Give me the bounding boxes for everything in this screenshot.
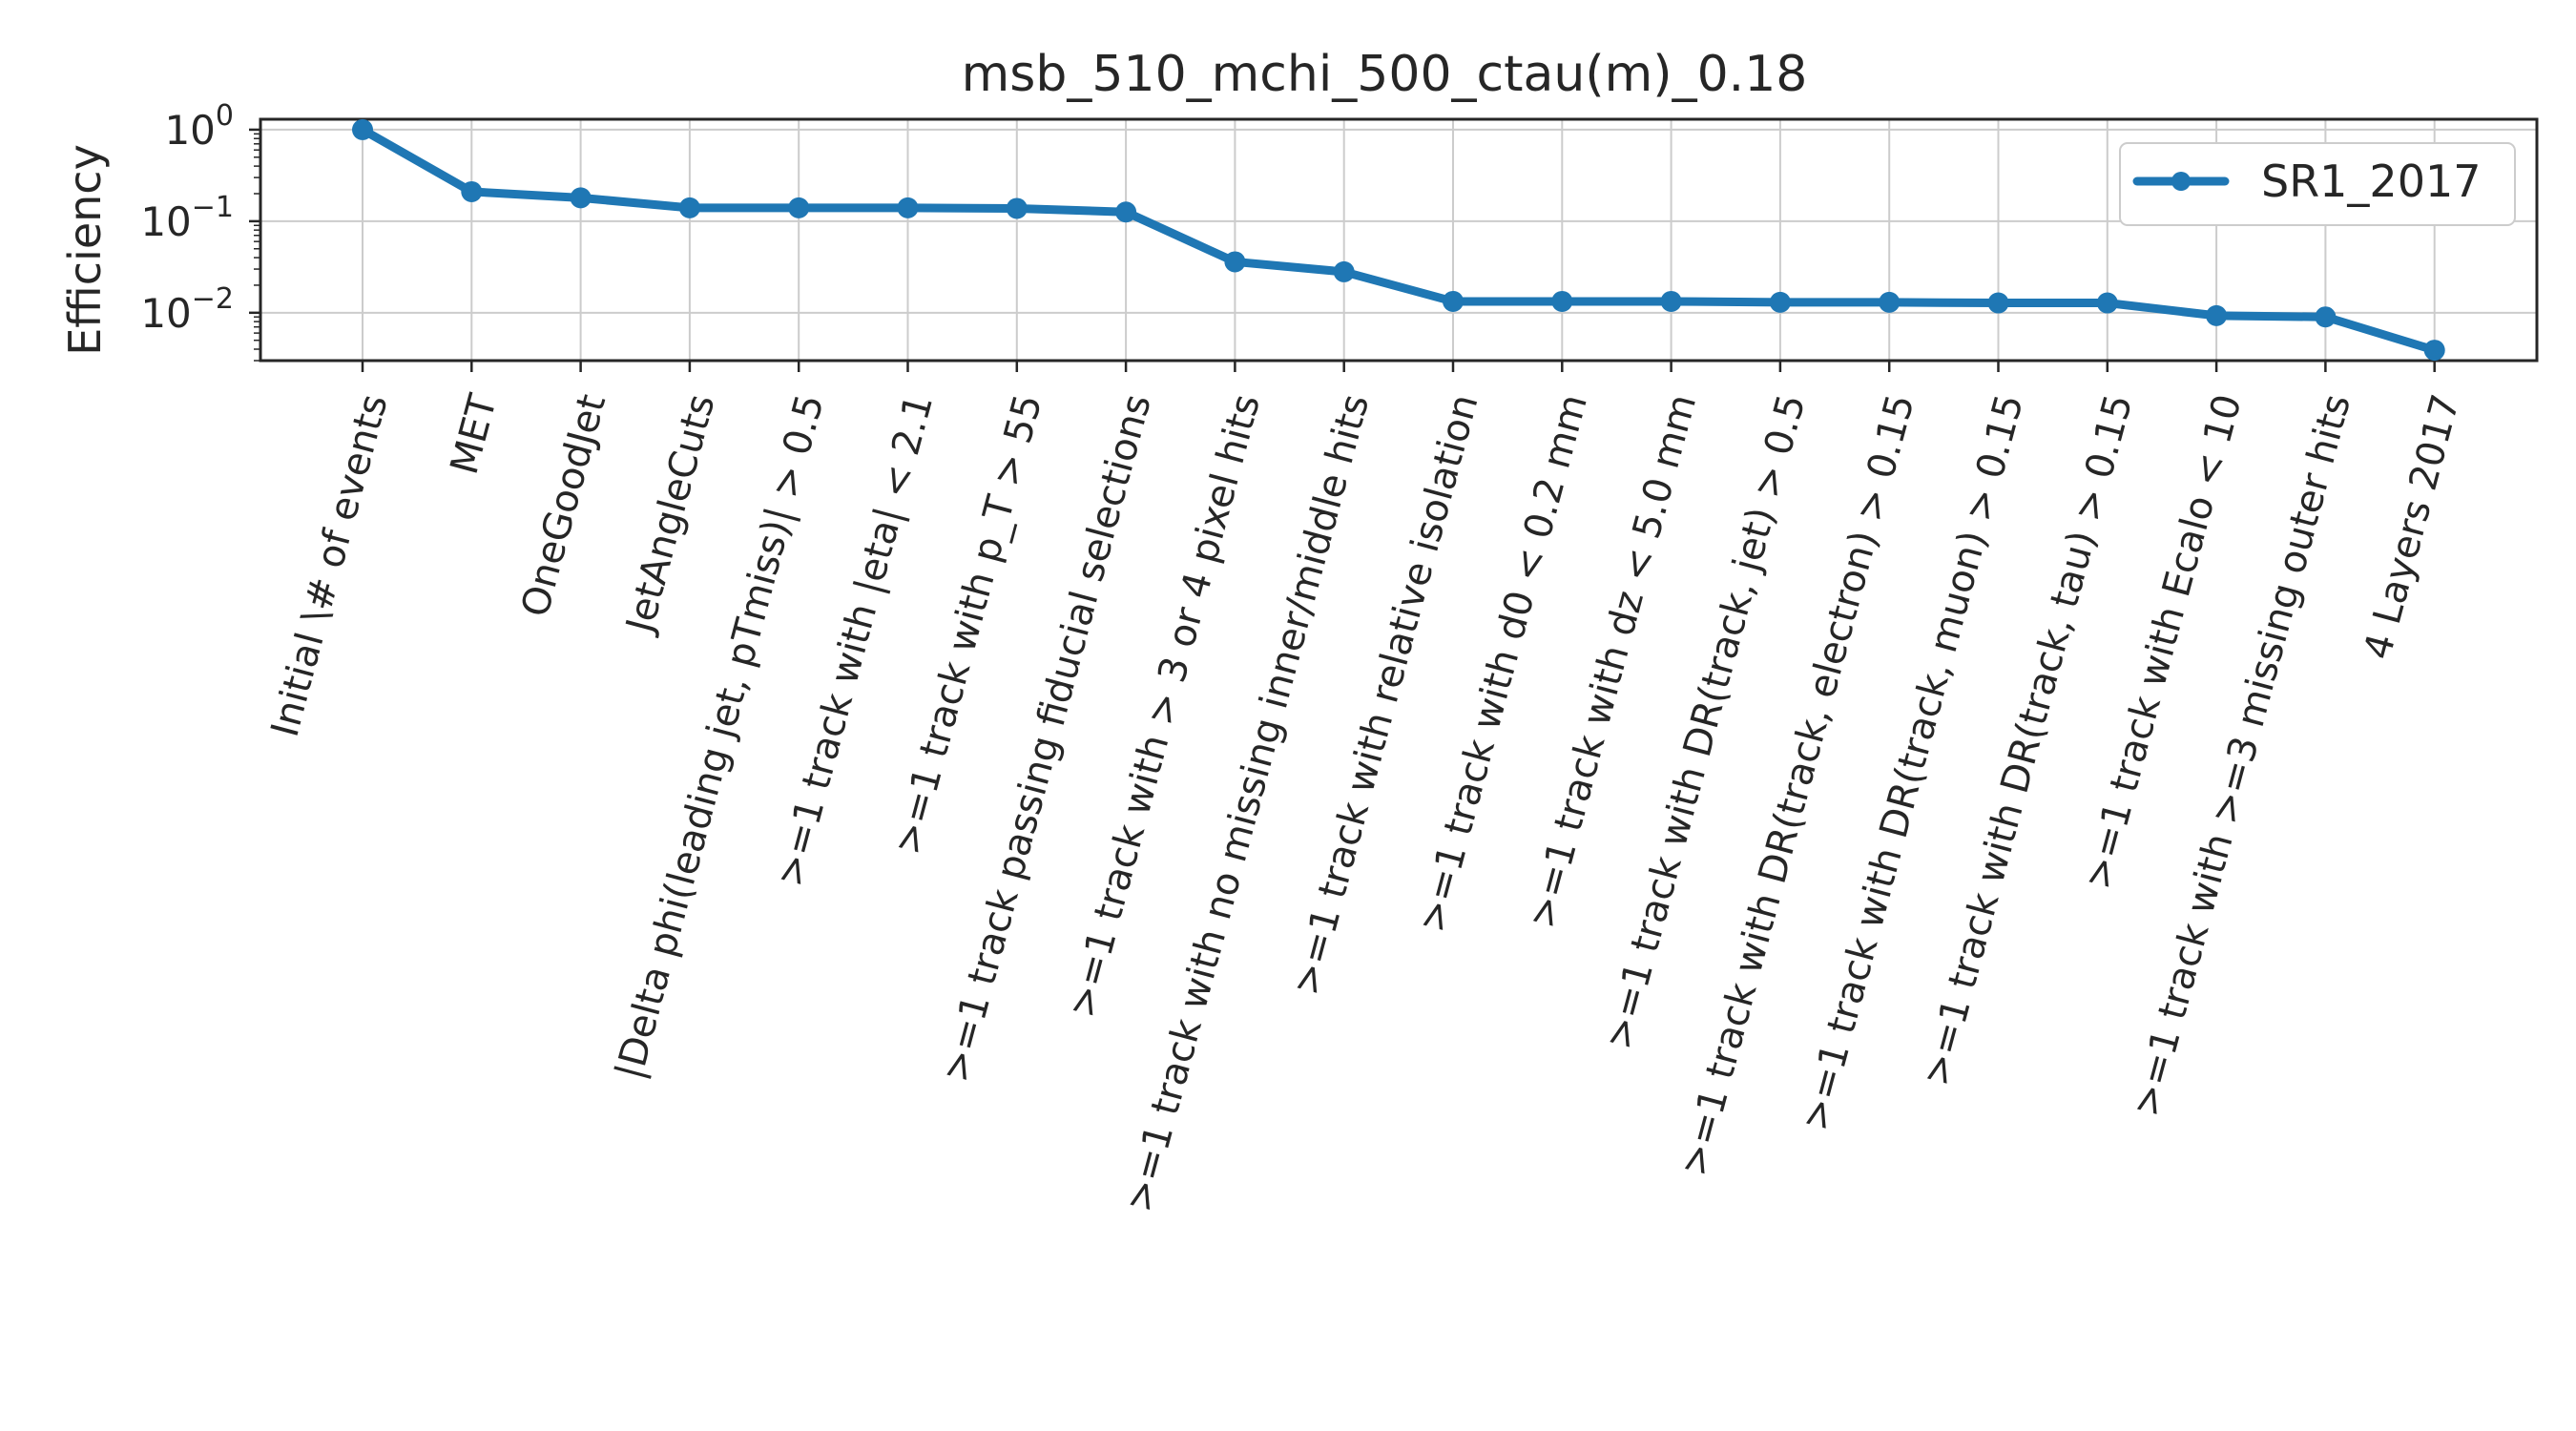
legend-marker [2171, 172, 2191, 191]
x-tick-label: MET [443, 389, 506, 479]
data-point [678, 197, 700, 218]
x-tick-label: >=1 track with DR(track, jet) > 0.5 [1597, 390, 1815, 1054]
data-point [1987, 292, 2009, 314]
data-point [1115, 201, 1137, 223]
legend: SR1_2017 [2119, 142, 2516, 226]
x-tick-label: Initial \# of events [263, 390, 397, 741]
data-point [1224, 251, 1246, 273]
data-point [1551, 290, 1573, 312]
y-tick-label: 10−1 [140, 191, 234, 245]
x-tick-label: >=1 track with >=3 missing outer hits [2124, 390, 2359, 1121]
x-tick-label: 4 Layers 2017 [2356, 390, 2468, 664]
data-point [897, 197, 919, 218]
data-point [1333, 260, 1355, 282]
y-axis-label: Efficiency [59, 144, 111, 356]
x-tick-label: JetAngleCuts [617, 390, 723, 640]
chart-title: msb_510_mchi_500_ctau(m)_0.18 [962, 46, 1808, 103]
data-point [2423, 340, 2445, 362]
x-tick-label: >=1 track with DR(track, muon) > 0.15 [1794, 390, 2033, 1135]
y-tick-labels: 100 10−1 10−2 [140, 99, 234, 337]
y-tick-label: 100 [164, 99, 234, 154]
data-point [2206, 304, 2228, 326]
legend-label: SR1_2017 [2261, 156, 2482, 207]
x-tick-label: OneGoodJet [513, 390, 614, 622]
data-point [1769, 291, 1791, 313]
data-point [1006, 197, 1028, 219]
data-point [1443, 290, 1464, 312]
data-point [570, 187, 592, 209]
data-point [352, 118, 373, 140]
data-point [461, 180, 483, 202]
y-tick-label: 10−2 [140, 282, 234, 337]
legend-box [2119, 142, 2516, 226]
x-tick-label: |Delta phi(leading jet, pTmiss)| > 0.5 [608, 390, 833, 1084]
data-point [2096, 292, 2118, 314]
data-point [788, 197, 810, 218]
axis-ticks [249, 128, 2436, 372]
series-line [358, 125, 2440, 355]
x-tick-labels: Initial \# of events MET OneGoodJet JetAngl… [263, 389, 2469, 1216]
x-tick-label: >=1 track passing fiducial selections [934, 390, 1160, 1087]
x-tick-label: >=1 track with DR(track, tau) > 0.15 [1914, 390, 2141, 1090]
data-point [1660, 290, 1682, 312]
plot-frame [259, 117, 2539, 363]
data-point [1879, 291, 1901, 313]
series-layer [352, 118, 2445, 362]
data-point [2315, 306, 2337, 328]
